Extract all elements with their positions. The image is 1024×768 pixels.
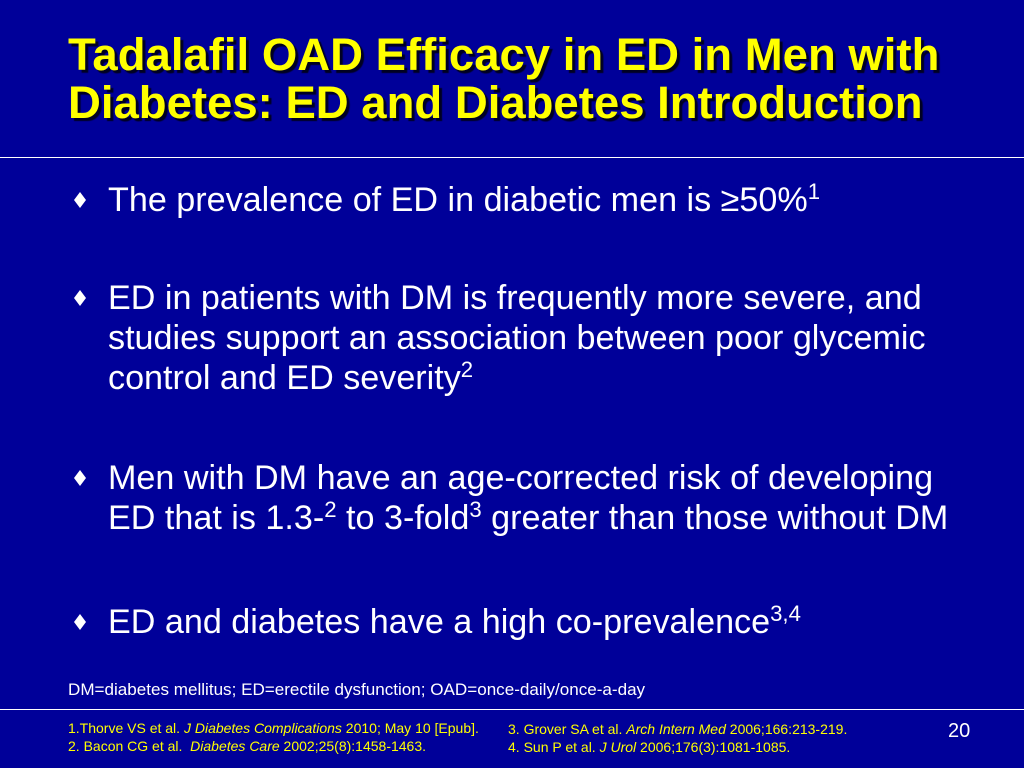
reference-item-4: 4. Sun P et al. J Urol 2006;176(3):1081-… bbox=[508, 738, 847, 756]
bullet-text: The prevalence of ED in diabetic men is … bbox=[108, 181, 820, 219]
reference-journal: Arch Intern Med bbox=[626, 721, 726, 737]
citation-superscript: 2 bbox=[460, 357, 474, 383]
bullet-item-4: ED and diabetes have a high co-prevalenc… bbox=[74, 602, 970, 642]
citation-superscript: 3,4 bbox=[770, 601, 801, 627]
title-divider bbox=[0, 157, 1024, 158]
references-column-left: 1.Thorve VS et al. J Diabetes Complicati… bbox=[68, 719, 479, 755]
reference-citation: 2010; May 10 [Epub]. bbox=[341, 720, 479, 736]
reference-journal: J Urol bbox=[599, 739, 637, 755]
reference-citation: 2006;166:213-219. bbox=[725, 721, 848, 737]
diamond-bullet-icon bbox=[74, 290, 86, 306]
bullet-text: ED in patients with DM is frequently mor… bbox=[108, 279, 926, 397]
bullet-item-3: Men with DM have an age-corrected risk o… bbox=[74, 458, 970, 538]
reference-authors: 1.Thorve VS et al. bbox=[68, 720, 184, 736]
diamond-bullet-icon bbox=[74, 470, 86, 486]
diamond-bullet-icon bbox=[74, 192, 86, 208]
bullet-text: ED and diabetes have a high co-prevalenc… bbox=[108, 603, 801, 641]
slide-title: Tadalafil OAD Efficacy in ED in Men with… bbox=[68, 29, 940, 128]
bullet-text-segment: to 3-fold bbox=[336, 499, 470, 537]
reference-citation: 2002;25(8):1458-1463. bbox=[279, 738, 427, 754]
reference-journal: Diabetes Care bbox=[190, 738, 280, 754]
citation-superscript: 2 bbox=[324, 497, 337, 523]
footer-divider bbox=[0, 709, 1024, 710]
page-number: 20 bbox=[948, 720, 971, 742]
bullet-list: The prevalence of ED in diabetic men is … bbox=[74, 180, 970, 642]
bullet-text-segment: ED and diabetes have a high co-prevalenc… bbox=[108, 603, 771, 641]
reference-item-3: 3. Grover SA et al. Arch Intern Med 2006… bbox=[508, 720, 847, 738]
bullet-text: Men with DM have an age-corrected risk o… bbox=[108, 459, 948, 537]
reference-citation: 2006;176(3):1081-1085. bbox=[636, 739, 791, 755]
reference-journal: J Diabetes Complications bbox=[183, 720, 342, 736]
citation-superscript: 1 bbox=[807, 179, 821, 205]
diamond-bullet-icon bbox=[74, 614, 86, 630]
bullet-item-1: The prevalence of ED in diabetic men is … bbox=[74, 180, 970, 220]
reference-item-2: 2. Bacon CG et al. Diabetes Care 2002;25… bbox=[68, 737, 479, 755]
citation-superscript: 3 bbox=[469, 497, 482, 523]
reference-item-1: 1.Thorve VS et al. J Diabetes Complicati… bbox=[68, 719, 479, 737]
bullet-item-2: ED in patients with DM is frequently mor… bbox=[74, 278, 970, 398]
reference-authors: 4. Sun P et al. bbox=[508, 739, 600, 755]
reference-authors: 3. Grover SA et al. bbox=[508, 721, 627, 737]
bullet-text-segment: greater than those without DM bbox=[481, 499, 949, 537]
reference-authors: 2. Bacon CG et al. bbox=[68, 738, 191, 754]
abbreviations-footnote: DM=diabetes mellitus; ED=erectile dysfun… bbox=[68, 680, 646, 699]
bullet-text-segment: Men with DM have an age-corrected risk o… bbox=[108, 459, 934, 537]
bullet-text-segment: ED in patients with DM is frequently mor… bbox=[108, 279, 926, 397]
references-column-middle: 3. Grover SA et al. Arch Intern Med 2006… bbox=[508, 720, 847, 756]
bullet-text-segment: The prevalence of ED in diabetic men is … bbox=[108, 181, 808, 219]
